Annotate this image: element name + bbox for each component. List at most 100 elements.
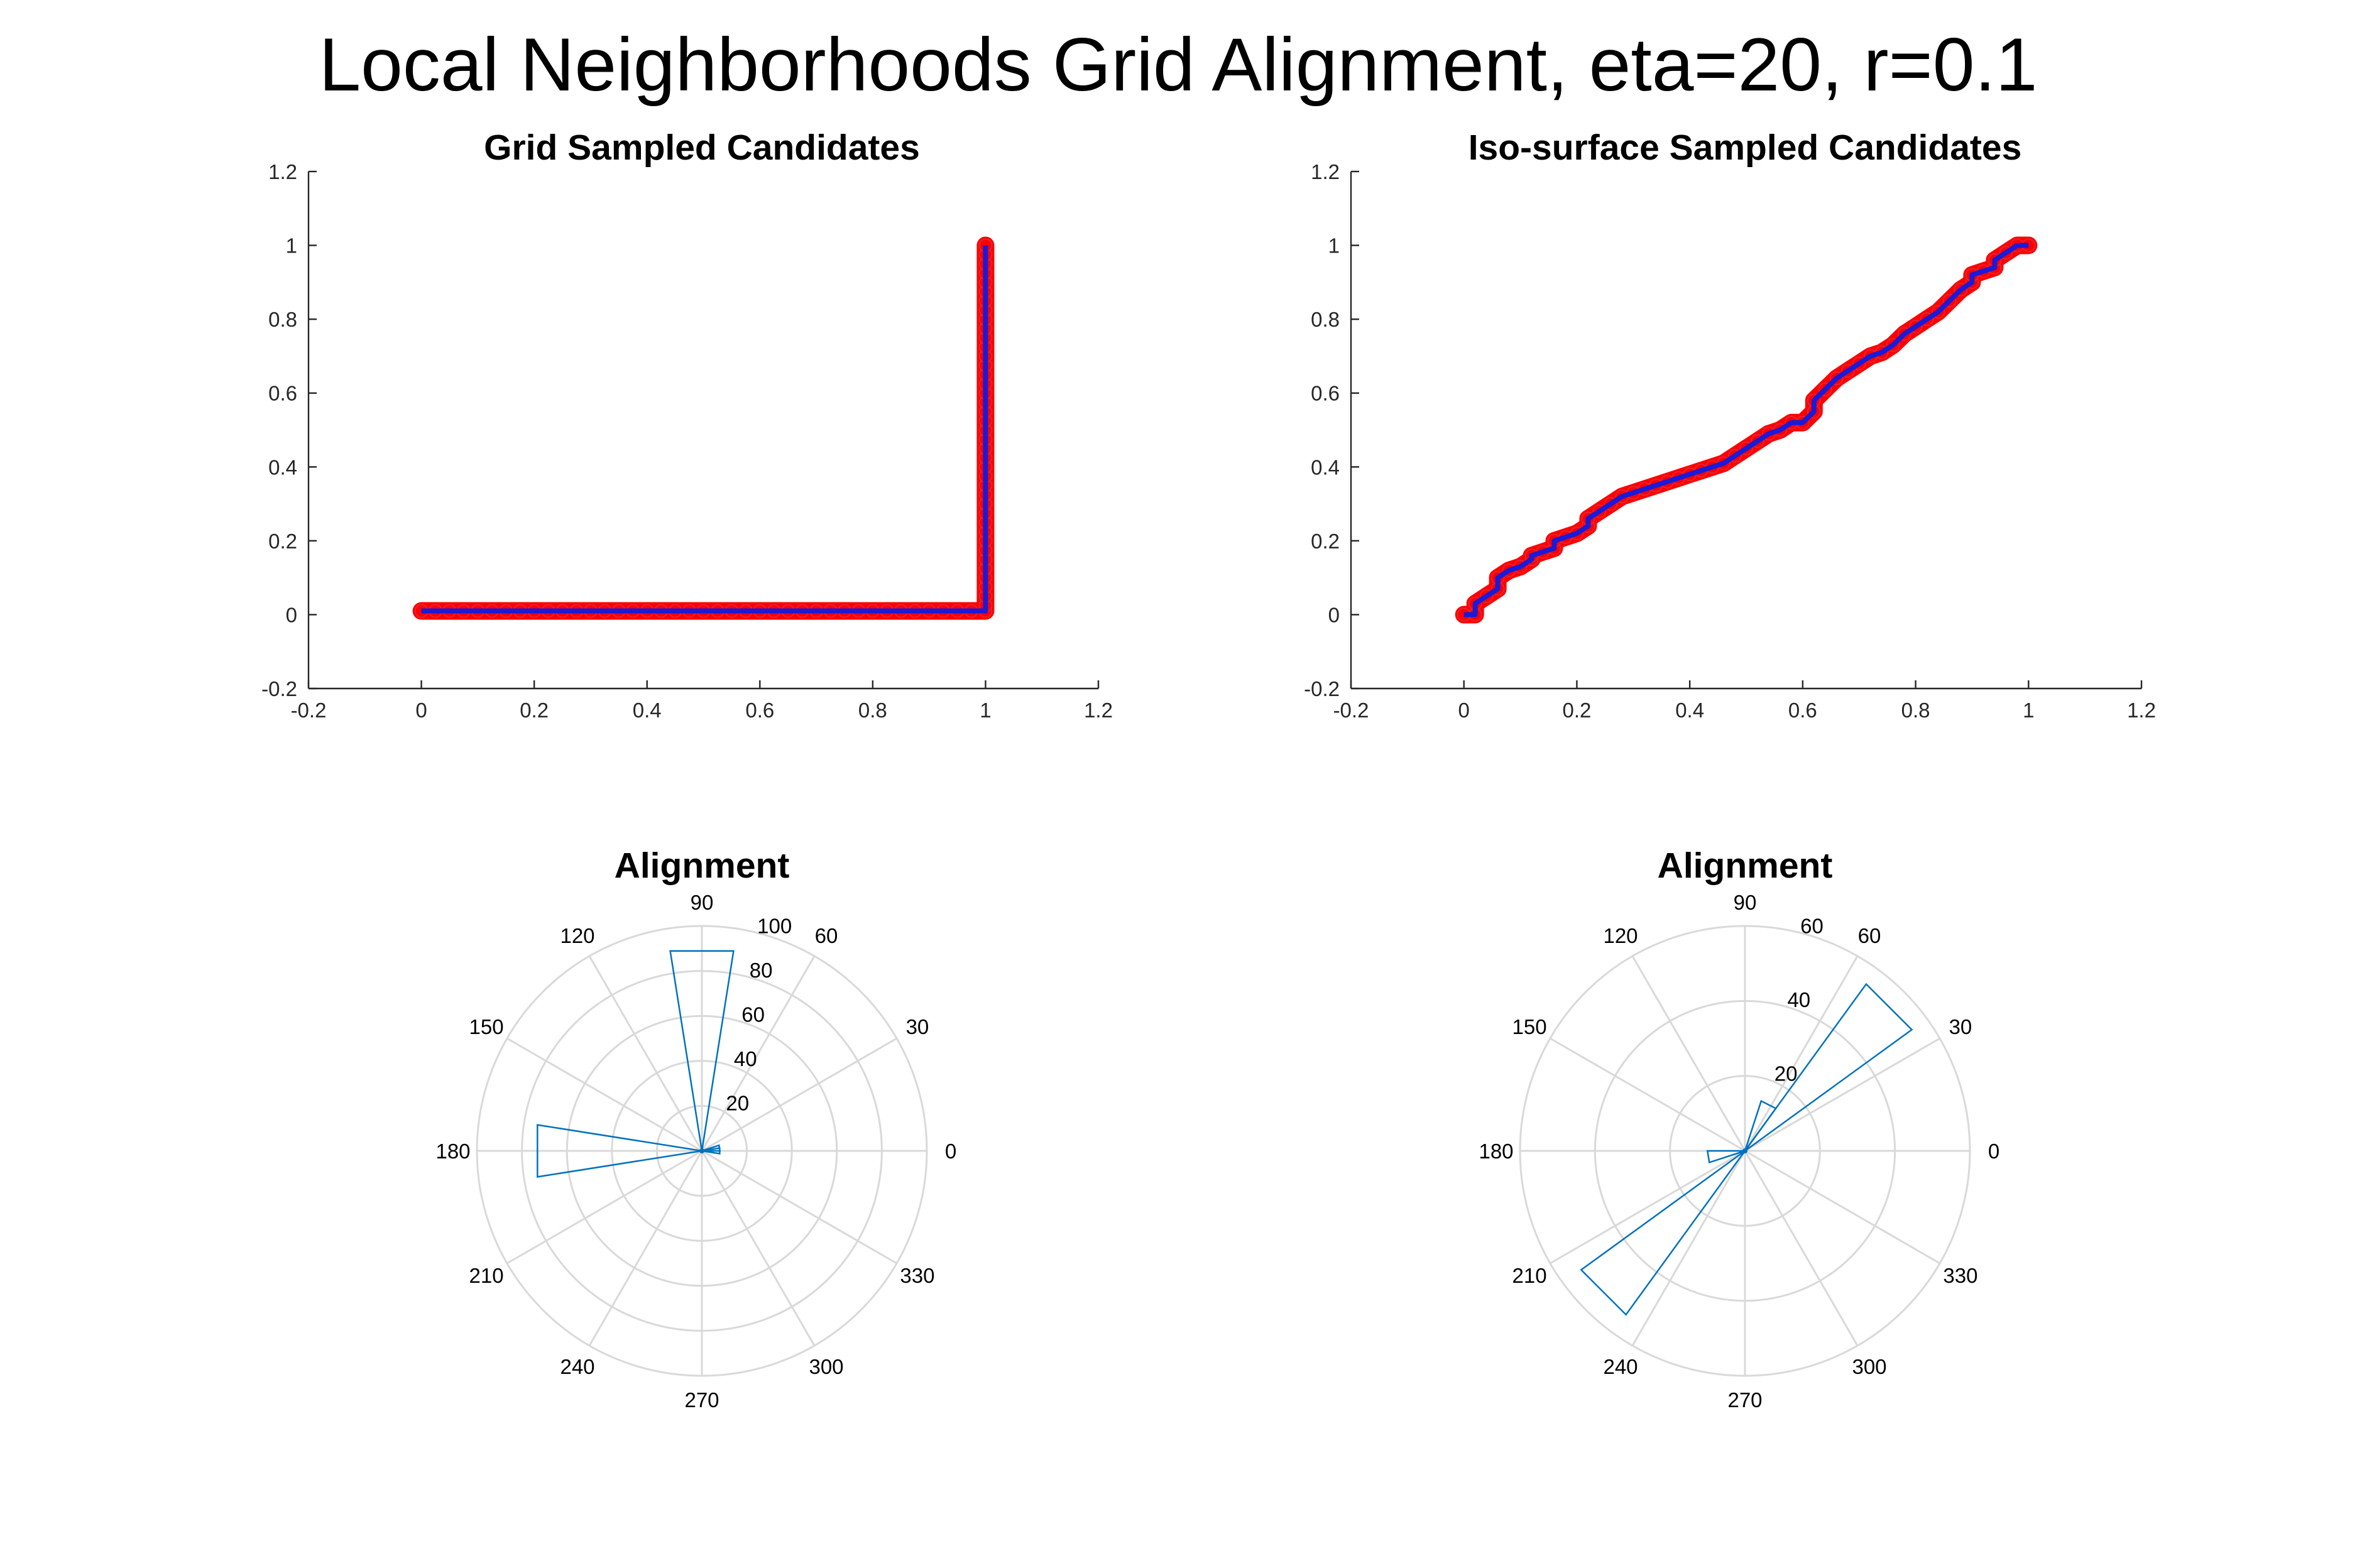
angle-tick-label: 300 [809, 1355, 843, 1378]
angular-gridline [701, 1150, 816, 1346]
radius-tick-label: 60 [741, 1003, 765, 1026]
figure-title: Local Neighborhoods Grid Alignment, eta=… [319, 23, 2037, 107]
histogram-bin [1580, 1150, 1746, 1316]
y-tick-label: -0.2 [261, 677, 297, 700]
y-tick-label: 1.2 [1311, 160, 1340, 183]
y-tick-label: 0.2 [268, 530, 297, 553]
angle-tick-label: 0 [945, 1140, 956, 1163]
angular-gridline [1550, 1037, 1746, 1152]
angle-tick-label: 30 [906, 1015, 929, 1038]
angle-tick-label: 180 [435, 1140, 470, 1163]
y-tick-label: 0.4 [1311, 455, 1340, 479]
histogram-bin [1744, 983, 1913, 1152]
angle-tick-label: 270 [684, 1388, 719, 1412]
angular-gridline [1631, 1150, 1746, 1346]
grid-alignment-title: Alignment [615, 846, 790, 886]
radius-tick-label: 60 [1800, 914, 1824, 937]
angular-gridline [1744, 1150, 1940, 1265]
y-tick-label: -0.2 [1304, 677, 1340, 700]
polar-origin [1742, 1148, 1747, 1153]
angle-tick-label: 60 [1858, 924, 1881, 947]
marker-band [412, 236, 995, 620]
angular-gridline [1744, 1150, 1859, 1346]
x-tick-label: -0.2 [1333, 699, 1369, 722]
histogram-bin [701, 1147, 721, 1155]
x-tick-label: 0 [1458, 699, 1470, 722]
radius-tick-label: 80 [750, 959, 773, 982]
radius-tick-label: 40 [734, 1047, 757, 1070]
angle-tick-label: 210 [1512, 1264, 1547, 1287]
y-tick-label: 1 [1328, 234, 1340, 258]
x-tick-label: 1.2 [1084, 699, 1113, 722]
angle-tick-label: 150 [1512, 1015, 1547, 1038]
angular-gridline [1744, 1037, 1940, 1152]
x-tick-label: 0.6 [745, 699, 774, 722]
y-tick-label: 0 [1328, 603, 1340, 626]
x-tick-label: 0.8 [1901, 699, 1930, 722]
x-tick-label: 0.2 [520, 699, 549, 722]
y-tick-label: 0.6 [1311, 382, 1340, 405]
x-tick-label: 0.6 [1788, 699, 1817, 722]
x-tick-label: -0.2 [291, 699, 327, 722]
histogram-bin [669, 950, 735, 1152]
radius-tick-label: 100 [757, 914, 792, 937]
angle-tick-label: 330 [1943, 1264, 1977, 1287]
histogram-bin [1744, 1099, 1777, 1152]
y-tick-label: 0.8 [1311, 308, 1340, 331]
y-tick-label: 1 [286, 234, 297, 258]
angle-tick-label: 30 [1949, 1015, 1972, 1038]
y-tick-label: 0.2 [1311, 530, 1340, 553]
x-tick-label: 0 [415, 699, 427, 722]
angle-tick-label: 210 [469, 1264, 504, 1287]
grid-candidates-axes: Grid Sampled Candidates -0.2 0 0.2 0.4 0.6 0.… [261, 128, 1113, 722]
angle-tick-label: 90 [1734, 891, 1757, 914]
x-tick-label: 0.4 [1675, 699, 1704, 722]
angular-gridline [506, 1037, 703, 1152]
iso-candidates-title: Iso-surface Sampled Candidates [1468, 128, 2022, 168]
iso-candidates-axes: Iso-surface Sampled Candidates -0.2 0 0.2 0… [1304, 128, 2156, 722]
histogram-bin [537, 1124, 703, 1178]
radius-tick-label: 20 [726, 1091, 749, 1114]
angle-tick-label: 120 [1603, 924, 1638, 947]
x-tick-label: 0.4 [633, 699, 662, 722]
angle-tick-label: 150 [469, 1015, 504, 1038]
angular-gridline [588, 1150, 703, 1346]
angular-gridline [506, 1150, 703, 1265]
y-tick-label: 0 [286, 603, 297, 626]
x-tick-label: 1.2 [2127, 699, 2156, 722]
angular-gridline [588, 956, 703, 1152]
angle-tick-label: 240 [560, 1355, 594, 1378]
angular-gridline [701, 1150, 897, 1265]
grid-alignment-polar: Alignment 0 30 60 90 120 150 180 210 240 270 300 33… [435, 846, 956, 1412]
x-tick-label: 0.2 [1562, 699, 1591, 722]
angle-tick-label: 270 [1727, 1388, 1762, 1412]
radius-tick-label: 20 [1775, 1062, 1798, 1085]
angle-tick-label: 0 [1988, 1140, 1999, 1163]
angular-gridline [1631, 956, 1746, 1152]
angle-tick-label: 300 [1852, 1355, 1886, 1378]
x-tick-label: 1 [980, 699, 991, 722]
series-line [421, 245, 988, 614]
angle-tick-label: 60 [815, 924, 838, 947]
y-tick-label: 0.4 [268, 455, 297, 479]
x-tick-label: 0.8 [858, 699, 887, 722]
iso-alignment-title: Alignment [1658, 846, 1833, 886]
y-tick-label: 0.6 [268, 382, 297, 405]
angle-tick-label: 330 [900, 1264, 934, 1287]
angular-gridline [1744, 956, 1859, 1152]
angular-gridline [701, 956, 816, 1152]
angle-tick-label: 120 [560, 924, 594, 947]
angle-tick-label: 90 [691, 891, 714, 914]
radius-tick-label: 40 [1787, 988, 1810, 1011]
series-line [1463, 242, 2029, 618]
angle-tick-label: 180 [1479, 1140, 1513, 1163]
grid-candidates-title: Grid Sampled Candidates [484, 128, 920, 168]
angle-tick-label: 240 [1603, 1355, 1638, 1378]
x-tick-label: 1 [2023, 699, 2034, 722]
angular-gridline [1550, 1150, 1746, 1265]
y-tick-label: 1.2 [268, 160, 297, 183]
polar-origin [699, 1148, 704, 1153]
histogram-bin [1706, 1150, 1746, 1164]
angular-gridline [701, 1037, 897, 1152]
